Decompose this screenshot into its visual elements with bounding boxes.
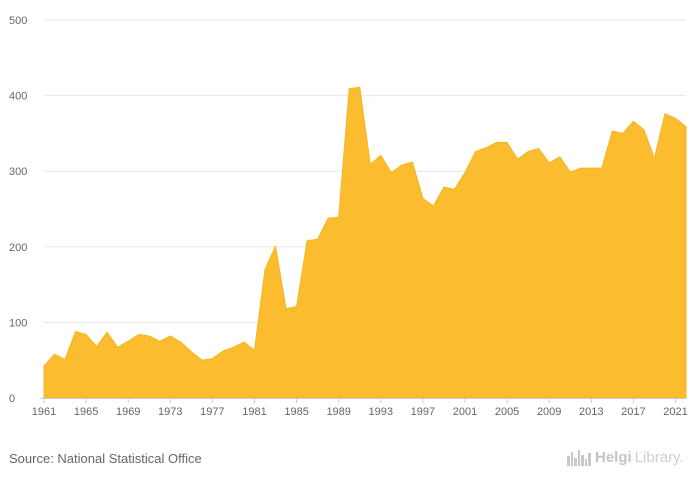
data-point-1993 bbox=[380, 154, 382, 156]
data-point-2010 bbox=[559, 156, 561, 158]
x-tick-label: 2013 bbox=[579, 406, 603, 418]
data-point-2011 bbox=[569, 171, 571, 173]
data-point-2009 bbox=[548, 162, 550, 164]
data-point-1961 bbox=[43, 365, 45, 367]
x-tick-label: 2009 bbox=[537, 406, 561, 418]
data-point-2021 bbox=[674, 117, 676, 119]
data-point-1968 bbox=[116, 346, 118, 348]
data-point-1966 bbox=[95, 345, 97, 347]
data-point-1984 bbox=[285, 308, 287, 310]
data-point-1974 bbox=[180, 341, 182, 343]
data-point-2012 bbox=[580, 167, 582, 169]
brand-city-icon bbox=[567, 450, 591, 466]
data-point-1967 bbox=[106, 331, 108, 333]
data-point-2006 bbox=[516, 158, 518, 160]
y-tick-label: 400 bbox=[9, 91, 27, 103]
x-tick-label: 2005 bbox=[495, 406, 519, 418]
x-tick-label: 2017 bbox=[621, 406, 645, 418]
y-axis-tick-labels: 0 100 200 300 400 500 bbox=[9, 15, 27, 405]
data-point-1992 bbox=[369, 163, 371, 165]
x-tick-label: 1977 bbox=[200, 406, 224, 418]
x-tick-label: 2001 bbox=[453, 406, 477, 418]
y-tick-label: 0 bbox=[9, 393, 15, 405]
data-point-1975 bbox=[190, 351, 192, 353]
data-point-1987 bbox=[316, 238, 318, 240]
data-point-1976 bbox=[201, 359, 203, 361]
data-point-1990 bbox=[348, 88, 350, 90]
data-point-1985 bbox=[295, 305, 297, 307]
data-point-1973 bbox=[169, 335, 171, 337]
data-point-2013 bbox=[590, 167, 592, 169]
data-point-1964 bbox=[74, 330, 76, 332]
data-point-1982 bbox=[264, 268, 266, 270]
data-point-1963 bbox=[64, 358, 66, 360]
data-point-2014 bbox=[601, 167, 603, 169]
data-point-2007 bbox=[527, 150, 529, 152]
data-point-2008 bbox=[537, 147, 539, 149]
x-tick-label: 1969 bbox=[116, 406, 140, 418]
data-point-2017 bbox=[632, 120, 634, 122]
data-point-1989 bbox=[337, 216, 339, 218]
data-point-1997 bbox=[422, 197, 424, 199]
data-point-1983 bbox=[274, 245, 276, 247]
brand-suffix: Library. bbox=[634, 448, 684, 466]
data-point-2003 bbox=[485, 147, 487, 149]
x-tick-label: 1965 bbox=[74, 406, 98, 418]
data-point-2020 bbox=[664, 113, 666, 115]
data-point-1979 bbox=[232, 346, 234, 348]
y-tick-label: 100 bbox=[9, 317, 27, 329]
data-point-2018 bbox=[643, 128, 645, 130]
data-point-1972 bbox=[159, 340, 161, 342]
area-series-fill bbox=[43, 86, 687, 399]
data-point-1978 bbox=[222, 350, 224, 352]
data-point-1970 bbox=[138, 333, 140, 335]
data-point-2022 bbox=[685, 125, 687, 127]
data-point-2005 bbox=[506, 141, 508, 143]
data-point-2015 bbox=[611, 130, 613, 132]
x-tick-label: 1993 bbox=[369, 406, 393, 418]
data-point-1991 bbox=[359, 86, 361, 88]
data-point-1969 bbox=[127, 340, 129, 342]
data-point-1980 bbox=[243, 341, 245, 343]
data-point-1994 bbox=[390, 172, 392, 174]
data-point-1998 bbox=[432, 205, 434, 207]
x-tick-label: 1973 bbox=[158, 406, 182, 418]
axes bbox=[40, 398, 686, 403]
x-tick-label: 1985 bbox=[284, 406, 308, 418]
x-tick-label: 1989 bbox=[326, 406, 350, 418]
y-tick-label: 300 bbox=[9, 166, 27, 178]
x-tick-label: 1961 bbox=[32, 406, 56, 418]
data-point-1995 bbox=[401, 164, 403, 166]
x-tick-label: 2021 bbox=[663, 406, 687, 418]
brand-name: Helgi bbox=[595, 448, 632, 466]
data-point-2002 bbox=[474, 150, 476, 152]
x-axis-tick-labels: 1961 1965 1969 1973 1977 1981 1985 1989 1993 1997… bbox=[32, 406, 688, 418]
brand-logo: Helgi Library. bbox=[566, 448, 684, 466]
source-note: Source: National Statistical Office bbox=[9, 451, 202, 466]
data-point-2004 bbox=[495, 141, 497, 143]
data-point-2019 bbox=[653, 157, 655, 159]
data-point-1988 bbox=[327, 217, 329, 219]
x-tick-label: 1997 bbox=[411, 406, 435, 418]
y-tick-label: 500 bbox=[9, 15, 27, 27]
data-point-2001 bbox=[464, 172, 466, 174]
data-point-2000 bbox=[453, 188, 455, 190]
data-point-1999 bbox=[443, 186, 445, 188]
x-tick-label: 1981 bbox=[242, 406, 266, 418]
data-point-1977 bbox=[211, 357, 213, 359]
y-tick-label: 200 bbox=[9, 242, 27, 254]
data-point-1996 bbox=[411, 161, 413, 163]
data-point-1986 bbox=[306, 240, 308, 242]
data-point-1981 bbox=[253, 349, 255, 351]
area-series bbox=[43, 86, 687, 399]
data-point-2016 bbox=[622, 132, 624, 134]
data-point-1965 bbox=[85, 333, 87, 335]
data-point-1962 bbox=[53, 353, 55, 355]
data-point-1971 bbox=[148, 335, 150, 337]
